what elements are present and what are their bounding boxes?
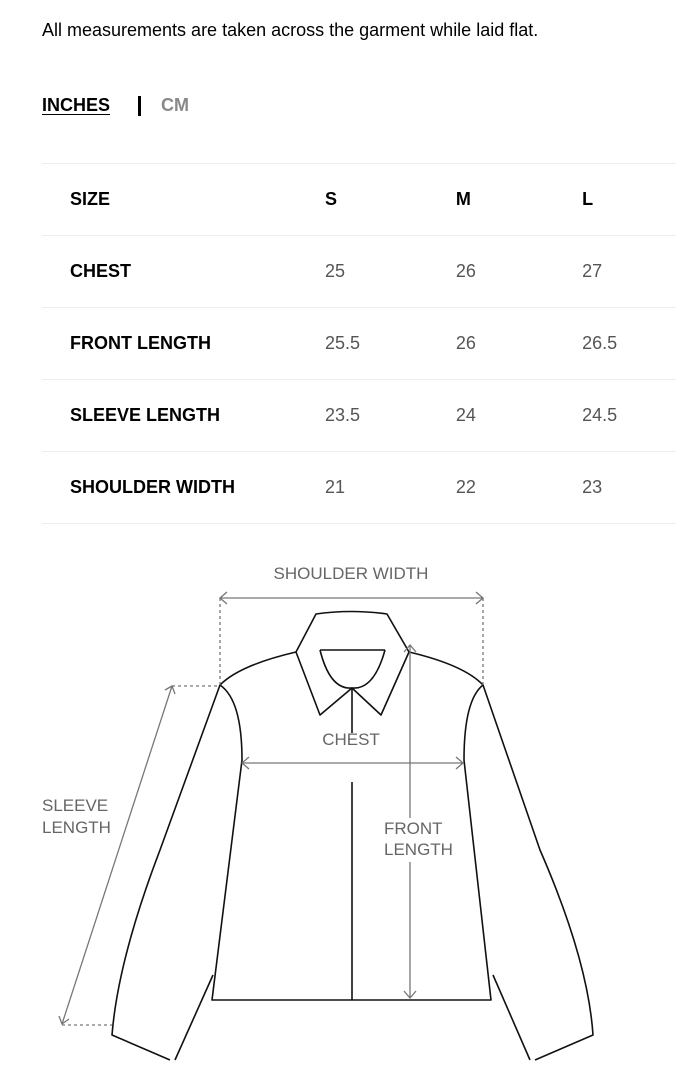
header-cell: SIZE (42, 163, 289, 236)
table-row: CHEST 25 26 27 (42, 235, 676, 308)
cell-value: 27 (545, 235, 676, 308)
row-label: CHEST (42, 235, 289, 308)
unit-toggle: INCHES CM (42, 95, 189, 116)
row-label: SLEEVE LENGTH (42, 379, 289, 452)
table-row: FRONT LENGTH 25.5 26 26.5 (42, 307, 676, 380)
chest-label: CHEST (322, 730, 380, 749)
cell-value: 21 (288, 451, 419, 524)
cell-value: 23.5 (288, 379, 419, 452)
shoulder-width-label: SHOULDER WIDTH (274, 564, 429, 583)
size-chart-table: SIZE S M L CHEST 25 26 27 FRONT LENGTH 2… (42, 163, 676, 524)
unit-inches-tab[interactable]: INCHES (42, 95, 111, 115)
sleeve-length-label-line2: LENGTH (42, 818, 111, 837)
sleeve-length-label-line1: SLEEVE (42, 796, 108, 815)
unit-divider (138, 95, 142, 116)
jacket-outline (111, 610, 594, 1061)
table-row: SLEEVE LENGTH 23.5 24 24.5 (42, 379, 676, 452)
cell-value: 26 (418, 235, 546, 308)
cell-value: 24 (418, 379, 546, 452)
unit-cm-tab[interactable]: CM (161, 95, 190, 115)
cell-value: 22 (418, 451, 546, 524)
cell-value: 24.5 (545, 379, 676, 452)
cell-value: 25.5 (288, 307, 419, 380)
cell-value: 23 (545, 451, 676, 524)
front-length-label-line2: LENGTH (384, 840, 453, 859)
cell-value: 25 (288, 235, 419, 308)
table-row: SHOULDER WIDTH 21 22 23 (42, 451, 676, 524)
row-label: SHOULDER WIDTH (42, 451, 289, 524)
row-label: FRONT LENGTH (42, 307, 289, 380)
cell-value: 26 (418, 307, 546, 380)
measurement-guides (58, 591, 484, 1026)
front-length-label-line1: FRONT (384, 819, 443, 838)
measurement-note: All measurements are taken across the ga… (42, 20, 539, 40)
